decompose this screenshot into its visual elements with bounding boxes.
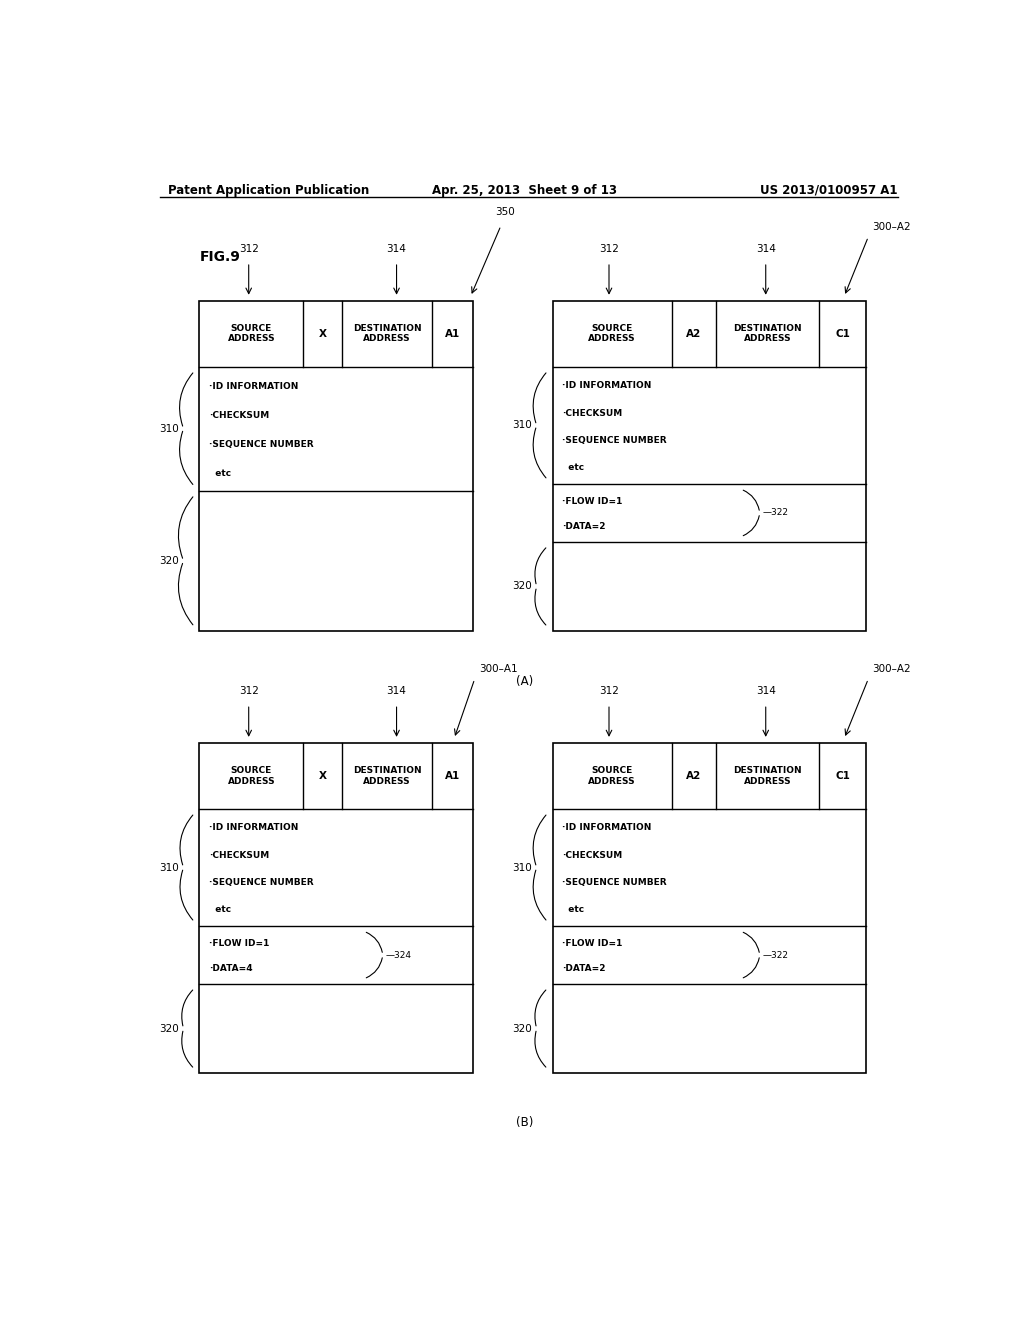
Text: 300–A2: 300–A2 (872, 664, 911, 673)
Text: 312: 312 (599, 244, 618, 253)
Text: 310: 310 (512, 420, 531, 430)
Text: etc: etc (209, 469, 231, 478)
Text: ·SEQUENCE NUMBER: ·SEQUENCE NUMBER (209, 440, 313, 449)
Text: 310: 310 (159, 424, 179, 434)
Text: 310: 310 (159, 862, 179, 873)
Text: ·ID INFORMATION: ·ID INFORMATION (209, 383, 298, 392)
Text: SOURCE
ADDRESS: SOURCE ADDRESS (227, 323, 275, 343)
Text: ·CHECKSUM: ·CHECKSUM (209, 412, 269, 420)
Text: SOURCE
ADDRESS: SOURCE ADDRESS (227, 766, 275, 785)
Text: ·FLOW ID=1: ·FLOW ID=1 (562, 940, 623, 948)
Bar (200, 743, 473, 1073)
Text: ·CHECKSUM: ·CHECKSUM (562, 851, 623, 859)
Text: C1: C1 (836, 771, 850, 781)
Text: ·ID INFORMATION: ·ID INFORMATION (209, 824, 298, 833)
Text: X: X (318, 329, 327, 339)
Text: 314: 314 (756, 686, 775, 696)
Text: 314: 314 (756, 244, 775, 253)
Text: ·DATA=2: ·DATA=2 (562, 965, 605, 973)
Text: etc: etc (209, 906, 231, 915)
Text: DESTINATION
ADDRESS: DESTINATION ADDRESS (352, 766, 421, 785)
Text: ·SEQUENCE NUMBER: ·SEQUENCE NUMBER (562, 436, 667, 445)
Text: SOURCE
ADDRESS: SOURCE ADDRESS (589, 766, 636, 785)
Text: DESTINATION
ADDRESS: DESTINATION ADDRESS (733, 766, 802, 785)
Text: DESTINATION
ADDRESS: DESTINATION ADDRESS (733, 323, 802, 343)
Text: A2: A2 (686, 771, 701, 781)
Text: 320: 320 (159, 1023, 179, 1034)
Bar (553, 743, 866, 1073)
Text: ·ID INFORMATION: ·ID INFORMATION (562, 824, 651, 833)
Text: ·SEQUENCE NUMBER: ·SEQUENCE NUMBER (209, 878, 313, 887)
Text: ·ID INFORMATION: ·ID INFORMATION (562, 381, 651, 391)
Text: 350: 350 (495, 207, 515, 218)
Text: (A): (A) (516, 675, 534, 688)
Text: —322: —322 (762, 950, 788, 960)
Text: 320: 320 (159, 556, 179, 566)
Bar (553, 301, 866, 631)
Text: US 2013/0100957 A1: US 2013/0100957 A1 (760, 183, 898, 197)
Text: 320: 320 (512, 581, 531, 591)
Text: SOURCE
ADDRESS: SOURCE ADDRESS (589, 323, 636, 343)
Text: —324: —324 (385, 950, 411, 960)
Text: X: X (318, 771, 327, 781)
Text: ·CHECKSUM: ·CHECKSUM (209, 851, 269, 859)
Bar (200, 301, 473, 631)
Text: FIG.9: FIG.9 (200, 249, 241, 264)
Text: 300–A2: 300–A2 (872, 222, 911, 231)
Text: etc: etc (562, 906, 585, 915)
Text: DESTINATION
ADDRESS: DESTINATION ADDRESS (352, 323, 421, 343)
Text: Apr. 25, 2013  Sheet 9 of 13: Apr. 25, 2013 Sheet 9 of 13 (432, 183, 617, 197)
Text: (B): (B) (516, 1115, 534, 1129)
Text: 300–A1: 300–A1 (478, 664, 517, 673)
Text: A1: A1 (445, 771, 461, 781)
Text: Patent Application Publication: Patent Application Publication (168, 183, 369, 197)
Text: 314: 314 (387, 244, 407, 253)
Text: ·DATA=4: ·DATA=4 (209, 965, 253, 973)
Text: A2: A2 (686, 329, 701, 339)
Text: ·DATA=2: ·DATA=2 (562, 523, 605, 531)
Text: 310: 310 (512, 862, 531, 873)
Text: 314: 314 (387, 686, 407, 696)
Text: 320: 320 (512, 1023, 531, 1034)
Text: ·CHECKSUM: ·CHECKSUM (562, 409, 623, 417)
Text: ·SEQUENCE NUMBER: ·SEQUENCE NUMBER (562, 878, 667, 887)
Text: C1: C1 (836, 329, 850, 339)
Text: etc: etc (562, 463, 585, 473)
Text: 312: 312 (239, 244, 259, 253)
Text: ·FLOW ID=1: ·FLOW ID=1 (209, 940, 269, 948)
Text: —322: —322 (762, 508, 788, 517)
Text: 312: 312 (599, 686, 618, 696)
Text: 312: 312 (239, 686, 259, 696)
Text: A1: A1 (445, 329, 461, 339)
Text: ·FLOW ID=1: ·FLOW ID=1 (562, 498, 623, 506)
